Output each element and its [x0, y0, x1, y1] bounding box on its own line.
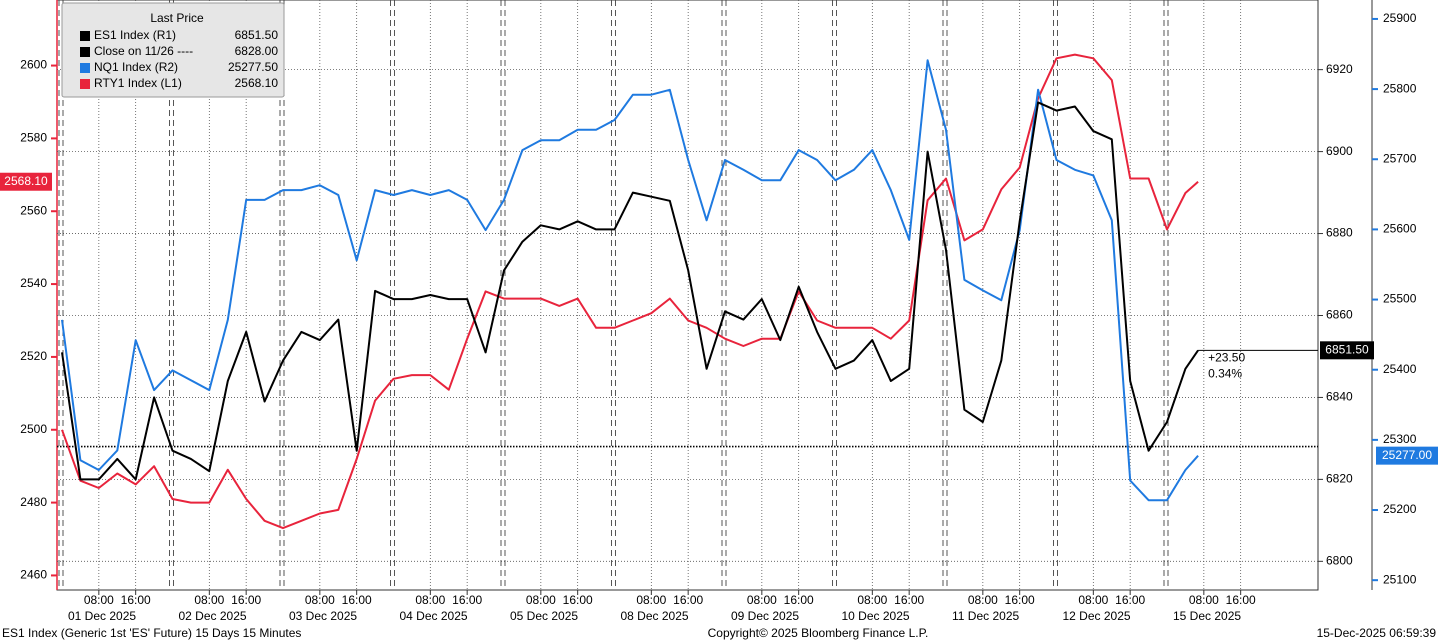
axis-tag	[1320, 341, 1374, 360]
y3-tick-label: 25700	[1383, 151, 1417, 165]
series-line	[61, 101, 1199, 481]
x-day-label: 04 Dec 2025	[400, 609, 468, 623]
x-day-label: 09 Dec 2025	[731, 609, 799, 623]
footer-center: Copyright© 2025 Bloomberg Finance L.P.	[708, 626, 929, 640]
legend-label: ES1 Index (R1)	[94, 28, 176, 42]
legend-value: 2568.10	[235, 76, 279, 90]
x-time-label: 08:00	[747, 593, 777, 607]
x-time-label: 08:00	[415, 593, 445, 607]
axis-tag	[0, 172, 52, 191]
y3-tick-label: 25600	[1383, 222, 1417, 236]
y-tick-label: 2480	[20, 495, 47, 509]
change-annotation: 0.34%	[1208, 366, 1242, 380]
y-tick-label: 2600	[20, 58, 47, 72]
x-time-label: 08:00	[857, 593, 887, 607]
footer-left: ES1 Index (Generic 1st 'ES' Future) 15 D…	[2, 626, 301, 640]
legend: Last Price ES1 Index (R1) 6851.50 Close on …	[61, 2, 285, 98]
series-line	[61, 59, 1199, 502]
y2-tick-label: 6900	[1326, 144, 1353, 158]
x-day-label: 08 Dec 2025	[621, 609, 689, 623]
y-tick-label: 2540	[20, 276, 47, 290]
x-time-label: 16:00	[1226, 593, 1256, 607]
y2-tick-label: 6880	[1326, 226, 1353, 240]
x-time-label: 08:00	[526, 593, 556, 607]
x-time-label: 16:00	[894, 593, 924, 607]
x-day-label: 05 Dec 2025	[510, 609, 578, 623]
x-time-label: 08:00	[636, 593, 666, 607]
legend-swatch	[80, 47, 90, 57]
x-time-label: 08:00	[968, 593, 998, 607]
footer-right: 15-Dec-2025 06:59:39	[1317, 626, 1437, 640]
x-time-label: 08:00	[1078, 593, 1108, 607]
x-time-label: 16:00	[1005, 593, 1035, 607]
x-time-label: 16:00	[121, 593, 151, 607]
legend-value: 25277.50	[228, 60, 278, 74]
y3-tick-label: 25300	[1383, 432, 1417, 446]
x-time-label: 08:00	[194, 593, 224, 607]
x-time-label: 16:00	[1115, 593, 1145, 607]
axis-tag-label: 2568.10	[4, 174, 48, 188]
y2-tick-label: 6840	[1326, 390, 1353, 404]
y-tick-label: 2580	[20, 131, 47, 145]
x-day-label: 02 Dec 2025	[179, 609, 247, 623]
legend-title: Last Price	[150, 11, 204, 25]
y-tick-label: 2560	[20, 203, 47, 217]
x-day-label: 01 Dec 2025	[68, 609, 136, 623]
x-day-label: 15 Dec 2025	[1173, 609, 1241, 623]
y-tick-label: 2520	[20, 349, 47, 363]
change-annotation: +23.50	[1208, 350, 1245, 364]
legend-swatch	[80, 63, 90, 73]
legend-swatch	[80, 31, 90, 41]
y-tick-label: 2460	[20, 568, 47, 582]
axis-tag-label: 6851.50	[1325, 342, 1369, 356]
legend-box	[61, 2, 285, 98]
x-day-label: 03 Dec 2025	[289, 609, 357, 623]
y3-tick-label: 25200	[1383, 502, 1417, 516]
y2-tick-label: 6920	[1326, 62, 1353, 76]
x-time-label: 16:00	[784, 593, 814, 607]
legend-value: 6828.00	[235, 44, 279, 58]
series-line	[61, 53, 1199, 530]
y3-tick-label: 25800	[1383, 81, 1417, 95]
y3-tick-label: 25100	[1383, 572, 1417, 586]
y3-tick-label: 25500	[1383, 292, 1417, 306]
x-day-label: 10 Dec 2025	[842, 609, 910, 623]
legend-swatch	[80, 79, 90, 89]
axis-tag-label: 25277.00	[1382, 448, 1432, 462]
y2-tick-label: 6860	[1326, 308, 1353, 322]
y3-tick-label: 25400	[1383, 362, 1417, 376]
x-time-label: 16:00	[342, 593, 372, 607]
legend-label: Close on 11/26 ----	[94, 44, 193, 58]
x-time-label: 08:00	[1189, 593, 1219, 607]
x-time-label: 08:00	[84, 593, 114, 607]
legend-label: RTY1 Index (L1)	[94, 76, 182, 90]
x-time-label: 08:00	[305, 593, 335, 607]
y2-tick-label: 6820	[1326, 472, 1353, 486]
x-day-label: 12 Dec 2025	[1063, 609, 1131, 623]
x-time-label: 16:00	[452, 593, 482, 607]
x-time-label: 16:00	[673, 593, 703, 607]
legend-value: 6851.50	[235, 28, 279, 42]
x-day-label: 11 Dec 2025	[952, 609, 1019, 623]
y2-tick-label: 6800	[1326, 553, 1353, 567]
x-time-label: 16:00	[563, 593, 593, 607]
axis-tag	[1376, 446, 1438, 465]
y-tick-label: 2500	[20, 422, 47, 436]
y3-tick-label: 25900	[1383, 11, 1417, 25]
legend-label: NQ1 Index (R2)	[94, 60, 178, 74]
x-time-label: 16:00	[231, 593, 261, 607]
